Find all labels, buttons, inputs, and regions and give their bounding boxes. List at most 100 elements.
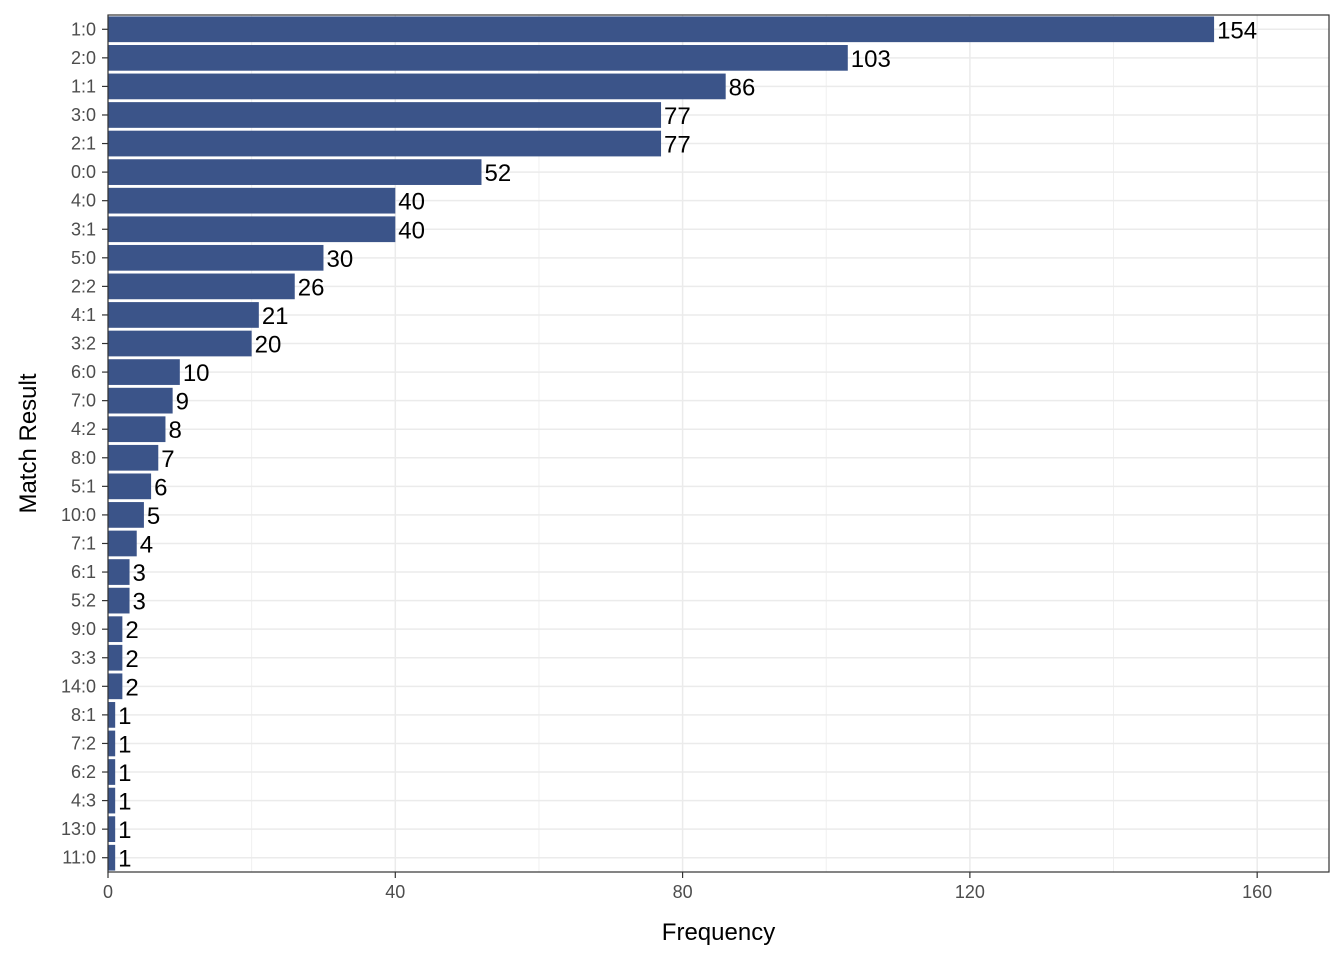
data-label: 2 [125,646,138,673]
data-label: 3 [133,589,146,616]
y-tick-label: 3:0 [71,105,96,125]
bar-4-1 [108,302,259,328]
bar-6-2 [108,759,116,785]
y-tick-label: 14:0 [61,676,96,696]
bar-4-3 [108,787,116,814]
y-tick-label: 8:0 [71,448,96,468]
y-tick-label: 4:2 [71,419,96,439]
bar-5-2 [108,587,130,614]
bar-14-0 [108,673,123,700]
data-label: 2 [125,674,138,701]
y-tick-label: 4:0 [71,191,96,211]
bar-1-0 [108,16,1215,43]
y-tick-label: 6:2 [71,762,96,782]
data-label: 77 [664,103,691,130]
bar-9-0 [108,616,123,643]
data-label: 21 [262,303,289,330]
data-label: 30 [326,246,353,273]
data-label: 1 [118,731,131,758]
data-label: 3 [133,560,146,587]
data-label: 6 [154,474,167,501]
bar-8-1 [108,702,116,728]
bar-2-0 [108,44,848,71]
y-axis: 1:0 2:0 1:1 3:0 2:1 0:0 4:0 3:1 5:0 2:2 4:1 3:2 6:0 7… [61,19,108,868]
y-tick-label: 4:3 [71,791,96,811]
data-label: 10 [183,360,210,387]
bar-4-2 [108,416,166,443]
y-tick-label: 5:1 [71,476,96,496]
bar-7-2 [108,730,116,757]
data-label: 1 [118,703,131,730]
bar-6-1 [108,559,130,585]
y-tick-label: 6:0 [71,362,96,382]
data-label: 26 [298,274,325,301]
bar-3-3 [108,644,123,671]
data-label: 5 [147,503,160,530]
bars [108,16,1215,871]
y-tick-label: 10:0 [61,505,96,525]
y-tick-label: 3:2 [71,334,96,354]
bar-11-0 [108,844,116,871]
data-label: 1 [118,846,131,873]
data-label: 1 [118,817,131,844]
bar-3-2 [108,330,252,357]
y-tick-label: 2:0 [71,48,96,68]
data-label: 8 [168,417,181,444]
bar-3-1 [108,216,396,243]
data-label: 40 [398,217,425,244]
y-tick-label: 5:2 [71,591,96,611]
y-axis-title: Match Result [15,373,42,513]
x-axis-title: Frequency [662,919,775,946]
data-label: 2 [125,617,138,644]
data-label: 103 [851,46,891,73]
x-tick-label: 80 [673,882,693,902]
x-axis: 0 40 80 120 160 [103,872,1272,902]
bar-10-0 [108,502,144,528]
data-labels: 1541038677775240403026212010987654332221… [118,17,1257,872]
data-label: 1 [118,789,131,816]
x-tick-label: 120 [955,882,985,902]
y-tick-label: 3:3 [71,648,96,668]
bar-5-0 [108,244,324,271]
bar-8-0 [108,444,159,471]
x-tick-label: 160 [1242,882,1272,902]
data-label: 9 [176,389,189,416]
y-tick-label: 7:1 [71,533,96,553]
y-tick-label: 0:0 [71,162,96,182]
bar-6-0 [108,359,180,385]
data-label: 7 [161,446,174,473]
bar-0-0 [108,159,482,185]
bar-5-1 [108,473,152,500]
data-label: 20 [255,332,282,359]
data-label: 4 [140,531,153,558]
y-tick-label: 11:0 [62,848,96,868]
bar-2-1 [108,130,662,157]
plot-panel-border [107,14,1330,873]
y-tick-label: 7:0 [71,391,96,411]
x-tick-label: 0 [103,882,113,902]
y-tick-label: 7:2 [71,733,96,753]
bar-7-1 [108,530,137,557]
data-label: 52 [484,160,511,187]
y-tick-label: 1:0 [71,19,96,39]
y-tick-label: 2:2 [71,276,96,296]
data-label: 77 [664,132,691,159]
y-tick-label: 4:1 [71,305,96,325]
x-tick-label: 40 [385,882,405,902]
bar-7-0 [108,387,173,414]
data-label: 1 [118,760,131,787]
bar-13-0 [108,816,116,843]
data-label: 154 [1217,17,1257,44]
y-tick-label: 6:1 [71,562,96,582]
bar-3-0 [108,102,662,128]
bar-4-0 [108,187,396,214]
y-tick-label: 13:0 [61,819,96,839]
y-tick-label: 1:1 [71,76,96,96]
bar-2-2 [108,273,295,300]
data-label: 40 [398,189,425,216]
bar-1-1 [108,73,726,100]
y-tick-label: 8:1 [71,705,96,725]
y-tick-label: 2:1 [71,134,96,154]
y-tick-label: 9:0 [71,619,96,639]
